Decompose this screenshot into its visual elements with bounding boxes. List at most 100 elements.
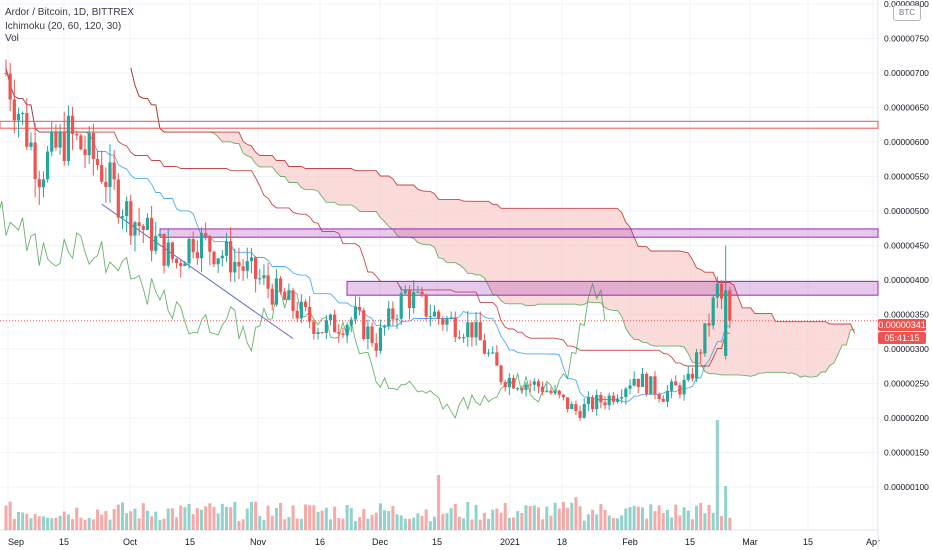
candle-body — [308, 306, 312, 322]
resistance-zone — [346, 280, 879, 296]
chart-title: Ardor / Bitcoin, 1D, BITTREX — [5, 7, 134, 18]
candle-body — [437, 311, 441, 320]
candle-body — [553, 390, 557, 394]
volume-bar — [75, 507, 79, 530]
volume-bar — [104, 511, 108, 530]
volume-bar — [266, 505, 270, 530]
candle-body — [91, 132, 95, 159]
candle-body — [349, 319, 353, 325]
kumo-cloud-segment — [675, 250, 680, 347]
candle-body — [245, 261, 249, 271]
candle-body — [295, 310, 299, 319]
candle-body — [457, 337, 462, 339]
kumo-cloud-segment — [783, 321, 789, 374]
candle-body — [278, 278, 283, 292]
volume-bar — [287, 516, 291, 530]
candle-body — [387, 308, 391, 326]
volume-bar — [462, 518, 466, 530]
candle-body — [611, 395, 615, 402]
candle-body — [137, 222, 141, 227]
kumo-cloud-segment — [334, 168, 339, 206]
kumo-cloud-segment — [347, 168, 352, 206]
candle-body — [224, 241, 229, 256]
volume-bar — [83, 519, 87, 530]
candle-body — [324, 320, 328, 333]
candle-body — [645, 373, 649, 394]
volume-bar — [570, 502, 574, 530]
volume-bar — [312, 505, 316, 530]
candle-body — [129, 201, 133, 236]
candle-body — [545, 390, 549, 392]
volume-bar — [54, 517, 58, 530]
kumo-cloud-segment — [813, 321, 818, 377]
price-tick-label: 0.00000100 — [884, 482, 929, 492]
candle-body — [241, 266, 245, 271]
kumo-cloud-segment — [401, 184, 406, 238]
candle-body — [158, 233, 162, 237]
candle-body — [125, 201, 129, 217]
kumo-cloud-segment — [800, 321, 805, 378]
candle-body — [686, 373, 690, 380]
candle-body — [382, 325, 387, 328]
kumo-cloud-segment — [301, 166, 306, 190]
currency-badge[interactable]: BTC — [893, 5, 921, 21]
volume-bar — [71, 519, 75, 530]
candle-body — [66, 115, 70, 162]
kumo-cloud-segment — [559, 208, 564, 305]
candle-body — [112, 162, 116, 180]
kumo-cloud-segment — [451, 199, 456, 263]
volume-bar — [25, 513, 29, 530]
candle-body — [108, 162, 112, 187]
candle-body — [495, 352, 499, 366]
volume-bar — [100, 514, 104, 530]
kumo-cloud-segment — [555, 208, 560, 305]
candle-body — [378, 327, 382, 351]
volume-bar — [728, 517, 732, 530]
volume-bar — [582, 520, 586, 530]
volume-bar — [8, 501, 12, 530]
volume-bar — [62, 511, 66, 530]
candle-body — [287, 290, 291, 300]
candle-body — [482, 340, 486, 354]
candle-body — [191, 238, 195, 253]
candle-body — [341, 333, 345, 336]
candle-body — [75, 133, 79, 136]
candle-body — [333, 314, 337, 333]
candle-body — [595, 394, 599, 410]
kumo-cloud-segment — [613, 208, 618, 311]
candle-body — [690, 373, 694, 379]
volume-bar — [191, 514, 195, 530]
volume-bar — [362, 508, 366, 530]
kumo-cloud-segment — [280, 160, 285, 177]
price-tick-label: 0.00000700 — [884, 68, 929, 78]
candle-body — [320, 332, 324, 334]
candle-body — [657, 394, 661, 399]
volume-bar — [686, 510, 690, 530]
volume-bar — [437, 475, 441, 530]
candle-body — [424, 294, 428, 317]
candle-body — [416, 291, 420, 293]
last-price-label: 0.00000341 — [878, 319, 926, 331]
volume-bar — [283, 519, 287, 530]
volume-bar — [200, 509, 204, 530]
volume-bar — [453, 503, 457, 530]
kumo-cloud-segment — [488, 201, 493, 295]
volume-bar — [682, 507, 686, 530]
kumo-cloud-segment — [550, 208, 556, 305]
volume-bar — [541, 519, 545, 530]
kumo-cloud-segment — [471, 201, 477, 275]
kumo-cloud-segment — [825, 321, 830, 372]
indicator-label[interactable]: Ichimoku (20, 60, 120, 30) — [5, 21, 122, 32]
base-line — [5, 67, 730, 367]
kumo-cloud-segment — [434, 193, 439, 258]
volume-bar — [670, 517, 674, 530]
candle-body — [599, 394, 603, 403]
volume-label[interactable]: Vol — [5, 33, 19, 44]
candle-body — [649, 376, 653, 394]
kumo-cloud-segment — [501, 208, 506, 304]
kumo-cloud-segment — [833, 323, 838, 364]
kumo-cloud-segment — [459, 199, 464, 269]
volume-bar — [707, 504, 711, 530]
volume-bar — [304, 504, 308, 530]
